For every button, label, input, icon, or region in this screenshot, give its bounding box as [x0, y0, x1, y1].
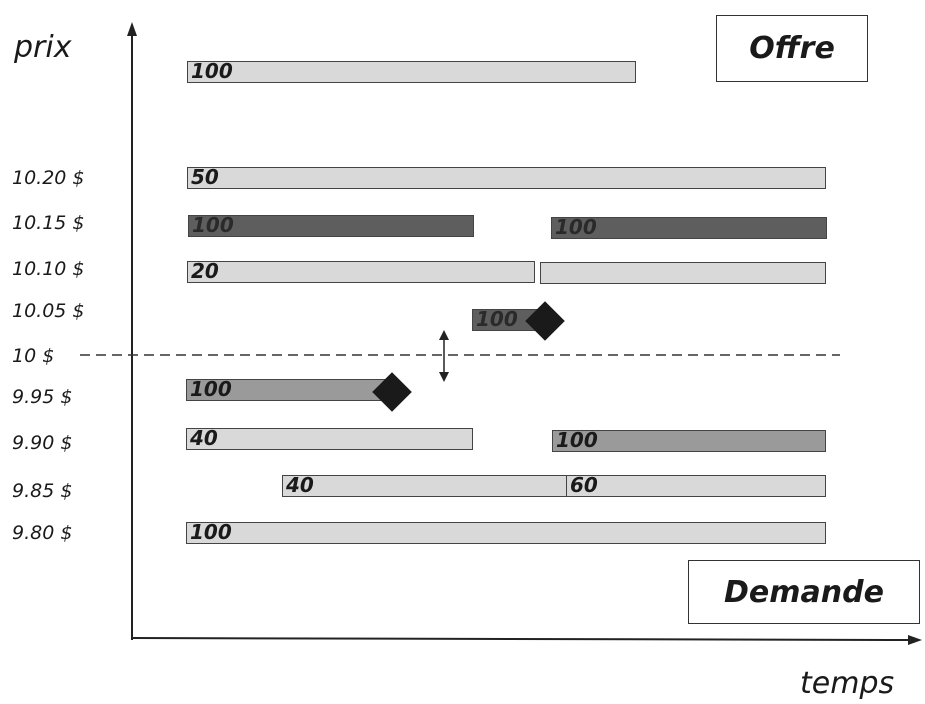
y-axis-arrow — [127, 22, 137, 36]
price-label: 9.85 $ — [12, 480, 73, 502]
spread-arrow-up — [439, 330, 449, 340]
price-label: 10 $ — [12, 345, 55, 367]
price-label: 9.90 $ — [12, 432, 73, 454]
price-label: 10.05 $ — [12, 300, 85, 322]
spread-arrow-down — [439, 372, 449, 382]
order-bar-990-a: 40 — [186, 428, 473, 450]
order-bar-980: 100 — [186, 522, 826, 544]
y-axis-label: prix — [14, 30, 72, 65]
demand-box: Demande — [688, 560, 920, 624]
order-bar-1005: 100 — [472, 309, 544, 331]
order-bar-990-b: 100 — [552, 430, 826, 452]
x-axis — [131, 637, 913, 641]
order-bar-top: 100 — [187, 61, 636, 83]
order-bar-1020: 50 — [187, 167, 826, 189]
price-label: 10.20 $ — [12, 167, 85, 189]
price-label: 9.80 $ — [12, 522, 73, 544]
x-axis-arrow — [908, 635, 922, 645]
x-axis-label: temps — [800, 666, 895, 701]
price-label: 9.95 $ — [12, 386, 73, 408]
order-bar-1015-a: 100 — [188, 215, 474, 237]
price-label: 10.15 $ — [12, 212, 85, 234]
order-bar-1010-a: 20 — [187, 261, 535, 283]
order-bar-1010-b — [540, 262, 826, 284]
order-bar-985-b: 60 — [566, 475, 826, 497]
price-label: 10.10 $ — [12, 258, 85, 280]
order-bar-1015-b: 100 — [551, 217, 827, 239]
order-bar-985-a: 40 — [282, 475, 568, 497]
order-bar-995: 100 — [186, 379, 392, 401]
offer-box: Offre — [716, 15, 868, 82]
